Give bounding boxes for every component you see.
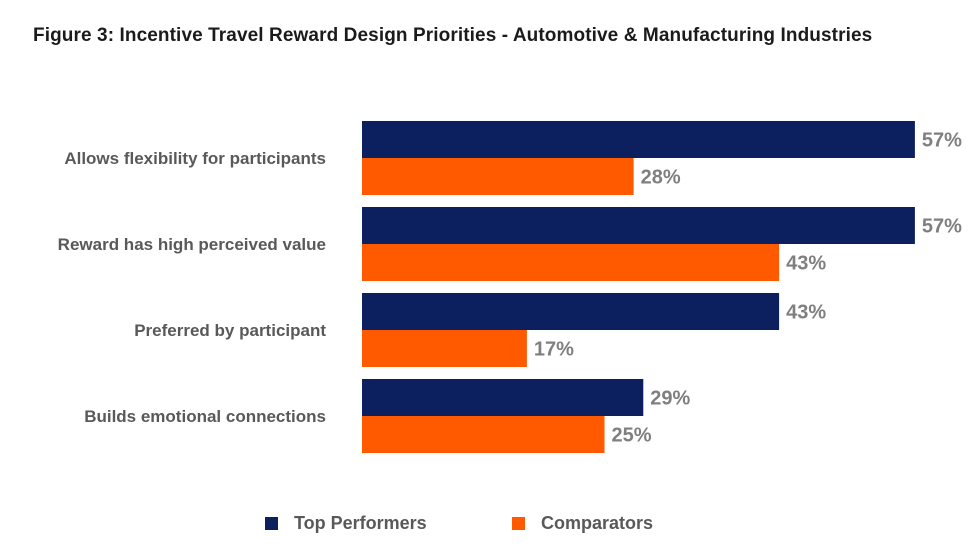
- value-labels: 57% 28% 57% 43% 43% 17% 29% 25%: [534, 130, 962, 447]
- legend-item-comparators: Comparators: [512, 508, 653, 538]
- category-label: Builds emotional connections: [84, 407, 326, 426]
- bar-top-performers: [362, 293, 780, 330]
- bars: [362, 121, 915, 453]
- data-label: 43%: [786, 253, 826, 275]
- legend-swatch-comparators: [512, 516, 525, 530]
- data-label: 17%: [534, 339, 574, 361]
- legend-label-top-performers: Top Performers: [294, 512, 427, 533]
- bar-top-performers: [362, 379, 644, 416]
- legend-swatch-top-performers: [265, 516, 278, 530]
- legend-label-comparators: Comparators: [541, 512, 654, 533]
- chart-title: Figure 3: Incentive Travel Reward Design…: [33, 25, 873, 46]
- bar-top-performers: [362, 207, 915, 244]
- bar-comparators: [362, 330, 527, 367]
- category-label: Allows flexibility for participants: [64, 149, 326, 168]
- data-label: 57%: [922, 216, 962, 238]
- category-labels: Allows flexibility for participants Rewar…: [58, 149, 327, 426]
- legend: Top Performers Comparators: [0, 508, 980, 538]
- data-label: 28%: [641, 167, 681, 189]
- legend-item-top-performers: Top Performers: [265, 508, 427, 538]
- data-label: 43%: [786, 302, 826, 324]
- data-label: 57%: [922, 130, 962, 152]
- bar-comparators: [362, 158, 634, 195]
- data-label: 29%: [650, 388, 690, 410]
- bar-top-performers: [362, 121, 915, 158]
- data-label: 25%: [612, 425, 652, 447]
- category-label: Preferred by participant: [134, 321, 326, 340]
- bar-comparators: [362, 244, 780, 281]
- bar-comparators: [362, 416, 605, 453]
- category-label: Reward has high perceived value: [58, 235, 326, 254]
